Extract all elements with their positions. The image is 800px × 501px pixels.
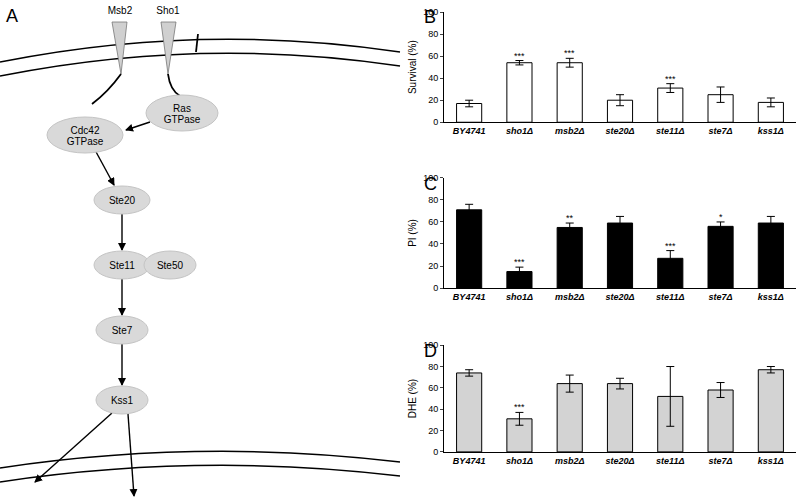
svg-text:ste11Δ: ste11Δ	[656, 292, 684, 302]
svg-text:Survival (%): Survival (%)	[407, 40, 418, 94]
svg-text:Sho1: Sho1	[156, 5, 180, 16]
svg-text:Cdc42: Cdc42	[71, 125, 100, 136]
svg-text:100: 100	[423, 340, 438, 350]
svg-text:***: ***	[514, 51, 525, 61]
svg-text:msb2Δ: msb2Δ	[555, 456, 585, 466]
svg-text:Kss1: Kss1	[111, 395, 134, 406]
svg-text:40: 40	[428, 239, 438, 249]
svg-text:PI (%): PI (%)	[407, 219, 418, 247]
svg-text:msb2Δ: msb2Δ	[555, 292, 585, 302]
svg-text:BY4741: BY4741	[453, 456, 486, 466]
svg-text:ste7Δ: ste7Δ	[709, 456, 733, 466]
svg-text:ste7Δ: ste7Δ	[709, 126, 733, 136]
svg-text:**: **	[566, 213, 574, 223]
svg-text:20: 20	[428, 95, 438, 105]
svg-text:60: 60	[428, 51, 438, 61]
svg-text:Ste50: Ste50	[157, 260, 184, 271]
svg-text:***: ***	[665, 74, 676, 84]
svg-text:sho1Δ: sho1Δ	[506, 292, 533, 302]
svg-text:20: 20	[428, 261, 438, 271]
svg-text:***: ***	[514, 402, 525, 412]
svg-text:0: 0	[433, 117, 438, 127]
svg-text:BY4741: BY4741	[453, 292, 486, 302]
svg-text:A: A	[6, 6, 18, 26]
svg-text:ste20Δ: ste20Δ	[605, 126, 634, 136]
svg-text:GTPase: GTPase	[164, 114, 201, 125]
svg-text:20: 20	[428, 426, 438, 436]
svg-text:***: ***	[564, 48, 575, 58]
svg-text:Msb2: Msb2	[108, 5, 133, 16]
svg-text:*: *	[719, 212, 723, 222]
svg-text:40: 40	[428, 73, 438, 83]
svg-text:0: 0	[433, 283, 438, 293]
svg-text:ste11Δ: ste11Δ	[656, 456, 684, 466]
svg-text:Ste11: Ste11	[109, 260, 135, 271]
svg-text:Ras: Ras	[173, 103, 191, 114]
svg-text:***: ***	[514, 257, 525, 267]
svg-text:sho1Δ: sho1Δ	[506, 456, 533, 466]
svg-text:kss1Δ: kss1Δ	[758, 456, 784, 466]
svg-text:C: C	[424, 174, 437, 194]
svg-text:80: 80	[428, 362, 438, 372]
svg-text:40: 40	[428, 404, 438, 414]
svg-text:Ste7: Ste7	[112, 325, 133, 336]
svg-text:GTPase: GTPase	[67, 136, 104, 147]
svg-text:60: 60	[428, 383, 438, 393]
svg-text:sho1Δ: sho1Δ	[506, 126, 533, 136]
svg-text:ste20Δ: ste20Δ	[605, 292, 634, 302]
svg-text:kss1Δ: kss1Δ	[758, 292, 784, 302]
svg-text:80: 80	[428, 29, 438, 39]
svg-text:kss1Δ: kss1Δ	[758, 126, 784, 136]
svg-text:80: 80	[428, 195, 438, 205]
svg-text:msb2Δ: msb2Δ	[555, 126, 585, 136]
svg-text:D: D	[424, 341, 437, 361]
svg-text:ste20Δ: ste20Δ	[605, 456, 634, 466]
svg-text:ste11Δ: ste11Δ	[656, 126, 684, 136]
svg-text:B: B	[424, 7, 436, 27]
svg-text:60: 60	[428, 217, 438, 227]
svg-text:100: 100	[423, 7, 438, 17]
svg-text:BY4741: BY4741	[453, 126, 486, 136]
svg-text:0: 0	[433, 447, 438, 457]
svg-text:***: ***	[665, 241, 676, 251]
svg-text:100: 100	[423, 173, 438, 183]
svg-text:Ste20: Ste20	[109, 195, 136, 206]
svg-text:DHE (%): DHE (%)	[407, 379, 418, 418]
svg-text:ste7Δ: ste7Δ	[709, 292, 733, 302]
